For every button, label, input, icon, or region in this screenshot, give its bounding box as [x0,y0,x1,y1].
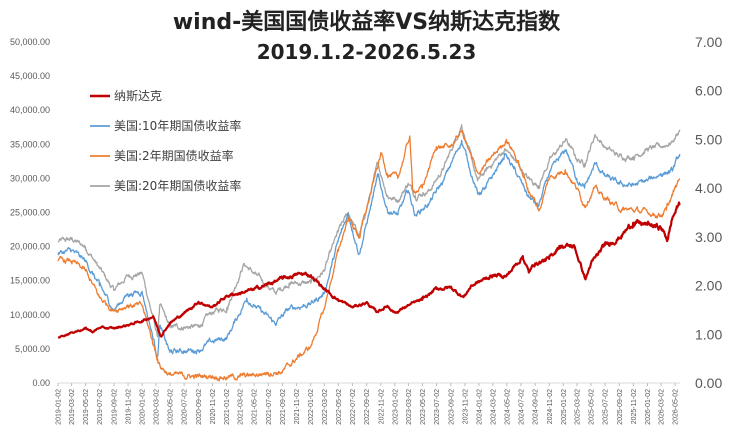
right-y-tick-label: 5.00 [695,131,722,147]
x-tick-label: 2021-11-02 [294,389,301,424]
x-tick-label: 2025-05-02 [589,389,596,425]
x-tick-label: 2019-01-02 [56,389,63,425]
x-tick-label: 2026-01-02 [645,389,652,425]
right-y-tick-label: 0.00 [695,375,722,391]
left-y-tick-label: 40,000.00 [10,105,50,115]
x-tick-label: 2023-09-02 [448,389,455,425]
right-y-tick-label: 3.00 [695,229,722,245]
x-tick-label: 2020-03-02 [153,389,160,425]
series-lines [57,124,681,382]
x-tick-label: 2023-05-02 [420,389,427,425]
left-y-tick-label: 45,000.00 [10,71,50,81]
x-tick-label: 2023-07-02 [434,389,441,425]
x-tick-label: 2021-09-02 [280,389,287,425]
x-tick-label: 2026-03-02 [659,389,666,425]
x-tick-label: 2019-07-02 [97,389,104,425]
x-tick-label: 2026-05-02 [673,389,680,425]
x-tick-label: 2022-07-02 [350,389,357,425]
legend-label: 美国:2年期国债收益率 [114,148,234,163]
x-tick-label: 2019-03-02 [69,389,76,425]
x-tick-label: 2020-01-02 [140,389,147,425]
x-tick-label: 2024-11-02 [547,389,554,424]
x-tick-label: 2020-05-02 [168,389,175,425]
right-y-tick-label: 6.00 [695,83,722,99]
series-line-2 [57,129,681,382]
left-y-tick-label: 30,000.00 [10,173,50,183]
x-tick-label: 2020-09-02 [196,389,203,425]
x-tick-label: 2023-03-02 [406,389,413,425]
legend-label: 纳斯达克 [114,89,162,103]
left-axis-ticks: 0.00 5,000.00 10,000.00 15,000.00 20,000.00 2… [10,37,50,388]
right-y-tick-label: 7.00 [695,34,722,50]
right-axis-ticks: 0.00 1.00 2.00 3.00 4.00 5.00 6.00 7.00 [695,34,722,391]
chart-title: wind-美国国债收益率VS纳斯达克指数 [172,10,561,35]
right-y-tick-label: 1.00 [695,326,722,342]
x-tick-label: 2019-05-02 [83,389,90,425]
x-tick-label: 2022-05-02 [336,389,343,425]
x-tick-label: 2025-01-02 [561,389,568,425]
x-tick-label: 2025-07-02 [603,389,610,425]
x-tick-label: 2024-01-02 [476,389,483,425]
series-line-3 [57,124,681,338]
legend-label: 美国:10年期国债收益率 [114,118,241,133]
x-tick-label: 2021-07-02 [266,389,273,425]
x-tick-label: 2022-09-02 [364,389,371,425]
x-tick-label: 2022-01-02 [308,389,315,425]
x-tick-label: 2019-11-02 [126,389,133,424]
legend-label: 美国:20年期国债收益率 [114,178,241,193]
x-tick-label: 2020-07-02 [182,389,189,425]
x-tick-label: 2019-09-02 [112,389,119,425]
x-tick-label: 2024-03-02 [490,389,497,425]
x-tick-label: 2025-09-02 [617,389,624,425]
left-y-tick-label: 50,000.00 [10,37,50,47]
x-tick-label: 2022-11-02 [378,389,385,424]
x-tick-label: 2024-05-02 [504,389,511,425]
chart-subtitle: 2019.1.2-2026.5.23 [256,40,477,64]
x-tick-label: 2023-01-02 [392,389,399,425]
x-tick-label: 2025-11-02 [631,389,638,424]
x-axis-ticks: 2019-01-02 2019-03-02 2019-05-02 2019-07-02… [56,382,680,425]
left-y-tick-label: 5,000.00 [15,344,50,354]
right-y-tick-label: 4.00 [695,180,722,196]
series-line-0 [57,201,681,339]
x-tick-label: 2021-03-02 [238,389,245,425]
left-y-tick-label: 15,000.00 [10,276,50,286]
x-tick-label: 2020-11-02 [210,389,217,424]
x-tick-label: 2021-01-02 [224,389,231,425]
x-tick-label: 2023-11-02 [462,389,469,424]
right-y-tick-label: 2.00 [695,278,722,294]
left-y-tick-label: 0.00 [32,378,50,388]
left-y-tick-label: 20,000.00 [10,242,50,252]
series-line-1 [57,139,681,358]
x-tick-label: 2022-03-02 [322,389,329,425]
x-tick-label: 2024-07-02 [518,389,525,425]
x-tick-label: 2025-03-02 [574,389,581,425]
x-tick-label: 2021-05-02 [252,389,259,425]
left-y-tick-label: 25,000.00 [10,208,50,218]
left-y-tick-label: 35,000.00 [10,139,50,149]
x-tick-label: 2024-09-02 [533,389,540,425]
left-y-tick-label: 10,000.00 [10,310,50,320]
